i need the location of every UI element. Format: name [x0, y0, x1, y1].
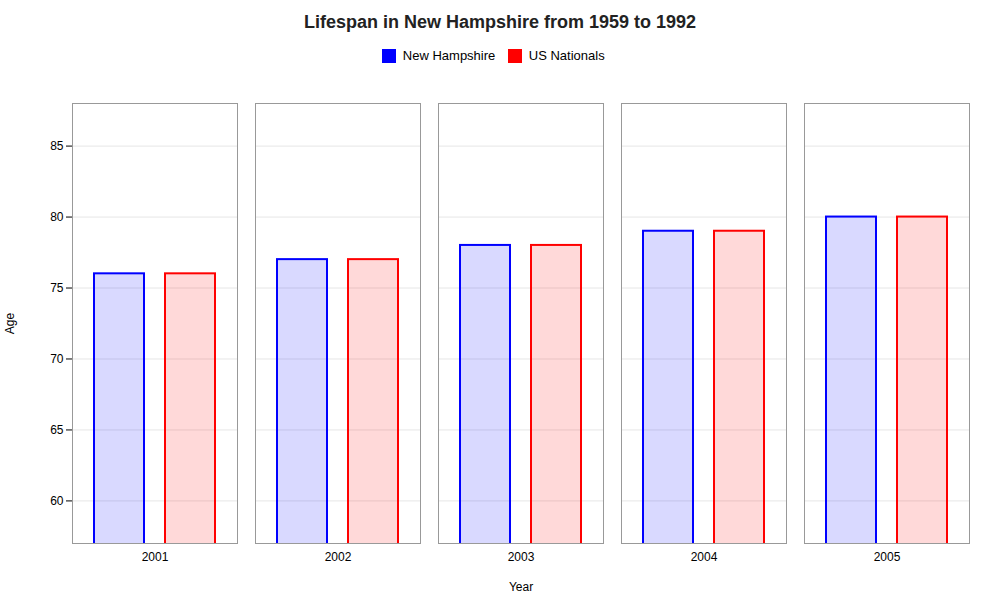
svg-text:2004: 2004 — [691, 550, 718, 564]
svg-text:Age: Age — [3, 312, 17, 334]
svg-text:60: 60 — [50, 493, 64, 507]
svg-text:2002: 2002 — [325, 550, 352, 564]
html-text:US Nationals: US Nationals — [528, 48, 605, 63]
svg-text:2003: 2003 — [508, 550, 535, 564]
svg-text:Year: Year — [509, 579, 533, 593]
html-text:New Hampshire: New Hampshire — [402, 48, 496, 63]
svg-text:70: 70 — [50, 351, 64, 365]
svg-text:2005: 2005 — [874, 550, 901, 564]
svg-text:80: 80 — [50, 209, 64, 223]
html-text:Lifespan in New Hampshire from: Lifespan in New Hampshire from 1959 to 1… — [303, 12, 697, 32]
svg-text:75: 75 — [50, 280, 64, 294]
svg-text:85: 85 — [50, 138, 64, 152]
svg-text:65: 65 — [50, 422, 64, 436]
svg-text:2001: 2001 — [142, 550, 169, 564]
